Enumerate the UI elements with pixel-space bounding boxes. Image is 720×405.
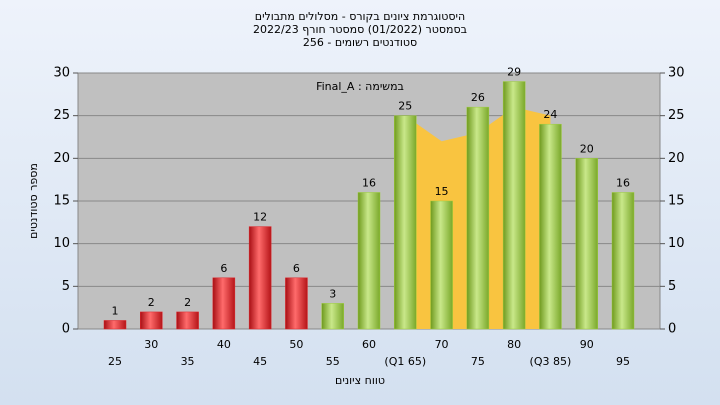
title-line: בסמסטר (01/2022) סמסטר חורף 2022/23 [253,23,467,36]
y-tick-label: 25 [53,108,70,123]
bar [466,106,490,330]
y-tick-label: 5 [62,279,70,294]
bar [575,158,598,330]
data-label: 25 [398,100,412,113]
y2-tick-label: 10 [668,236,685,251]
x-tick-label: (Q1 65) [384,355,426,368]
data-label: 12 [253,211,267,224]
title-line: סטודנטים רשומים - 256 [303,36,417,49]
bar [176,311,199,330]
x-tick-label: 60 [362,338,376,351]
x-tick-label: 55 [326,355,340,368]
x-axis-label: טווח ציונים [335,374,385,387]
x-tick-label: 35 [181,355,195,368]
x-tick-label: (Q3 85) [530,355,572,368]
x-tick-label: 70 [435,338,449,351]
y2-tick-label: 15 [668,194,685,209]
x-tick-label: 95 [616,355,630,368]
bar [321,303,344,330]
bar [140,311,163,330]
data-label: 24 [543,108,557,121]
x-tick-label: 80 [507,338,521,351]
data-label: 29 [507,66,521,79]
x-tick-label: 25 [108,355,122,368]
x-tick-label: 90 [580,338,594,351]
bar [357,192,381,330]
y-axis-label: מספר סטודנטים [27,163,40,239]
bar [103,320,127,330]
x-tick-label: 45 [253,355,267,368]
data-label: 20 [580,142,594,155]
data-label: 2 [148,296,155,309]
y2-tick-label: 25 [668,108,685,123]
y-tick-label: 20 [53,151,70,166]
y2-tick-label: 30 [668,66,685,81]
bar [248,226,272,330]
annotation: Final_A : במשימה [316,80,404,93]
y-tick-label: 0 [62,322,70,337]
bar [611,192,635,330]
data-label: 3 [329,287,336,300]
y2-tick-label: 5 [668,279,676,294]
data-label: 26 [471,91,485,104]
y2-tick-label: 0 [668,322,676,337]
y2-tick-label: 20 [668,151,685,166]
x-tick-label: 75 [471,355,485,368]
data-label: 2 [184,296,191,309]
data-label: 1 [112,304,119,317]
bar [394,115,417,330]
data-label: 6 [220,262,227,275]
bar [285,277,308,330]
bar [212,277,236,330]
y-tick-label: 15 [53,194,70,209]
data-label: 16 [616,176,630,189]
x-tick-label: 30 [144,338,158,351]
title-line: היסטוגרמת ציונים בקורס - מסלולים מתבולים [255,10,465,23]
x-tick-label: 50 [289,338,303,351]
bar [502,81,526,330]
x-tick-label: 40 [217,338,231,351]
y-tick-label: 30 [53,66,70,81]
data-label: 16 [362,176,376,189]
y-tick-label: 10 [53,236,70,251]
bar [539,123,562,330]
data-label: 6 [293,262,300,275]
data-label: 15 [435,185,449,198]
bar [430,200,453,330]
